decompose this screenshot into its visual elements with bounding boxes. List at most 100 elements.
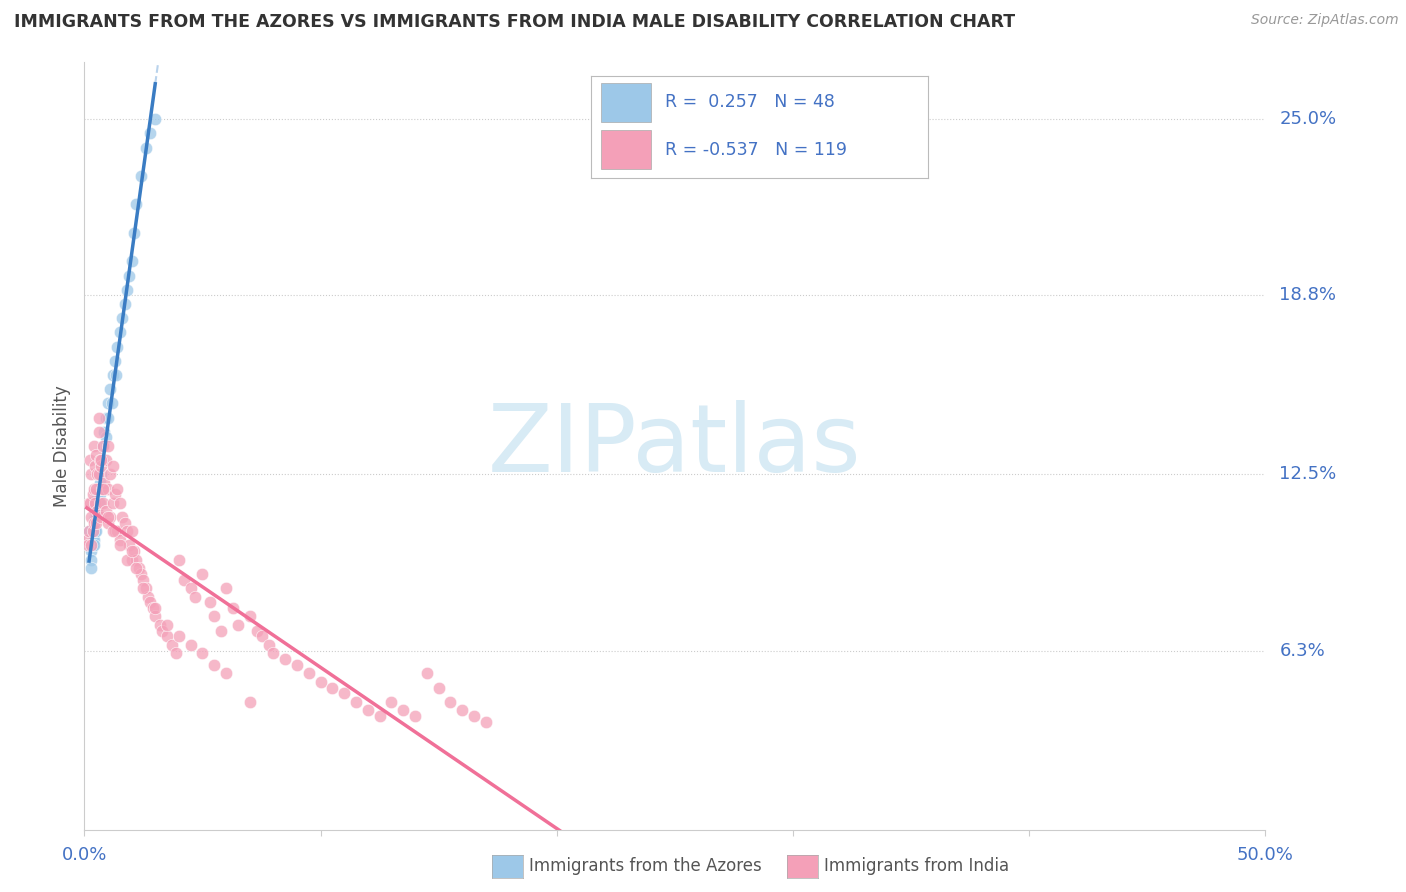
Point bbox=[98, 510, 121, 524]
Point bbox=[368, 709, 391, 723]
Point bbox=[191, 647, 214, 661]
Text: 18.8%: 18.8% bbox=[1279, 286, 1336, 304]
Point bbox=[84, 510, 107, 524]
Point bbox=[80, 552, 103, 566]
Point bbox=[143, 601, 166, 615]
Point bbox=[125, 561, 148, 575]
Point bbox=[180, 638, 202, 652]
Point bbox=[97, 482, 120, 496]
Point bbox=[136, 590, 159, 604]
Point bbox=[246, 624, 269, 638]
Point bbox=[121, 544, 143, 558]
Point bbox=[91, 482, 114, 496]
Point bbox=[285, 657, 308, 672]
Point bbox=[416, 666, 439, 681]
Point bbox=[79, 538, 101, 552]
Point bbox=[111, 510, 134, 524]
Point bbox=[87, 482, 110, 496]
Point bbox=[91, 439, 114, 453]
Point bbox=[89, 475, 111, 490]
Point bbox=[107, 482, 129, 496]
Point bbox=[89, 453, 111, 467]
Point bbox=[108, 496, 131, 510]
Point bbox=[104, 524, 127, 539]
Point bbox=[84, 482, 107, 496]
Point bbox=[97, 410, 120, 425]
Point bbox=[86, 467, 108, 482]
Point bbox=[77, 496, 100, 510]
Point bbox=[142, 601, 165, 615]
Point bbox=[83, 482, 105, 496]
Text: 50.0%: 50.0% bbox=[1237, 847, 1294, 864]
Point bbox=[101, 458, 124, 473]
Point bbox=[180, 581, 202, 595]
Point bbox=[86, 504, 108, 518]
Point bbox=[97, 396, 120, 410]
Point bbox=[86, 504, 108, 518]
Text: 25.0%: 25.0% bbox=[1279, 111, 1337, 128]
Point bbox=[129, 566, 152, 581]
Point bbox=[77, 524, 100, 539]
Point bbox=[167, 552, 190, 566]
Point bbox=[107, 524, 129, 539]
Point bbox=[105, 368, 128, 382]
Text: IMMIGRANTS FROM THE AZORES VS IMMIGRANTS FROM INDIA MALE DISABILITY CORRELATION : IMMIGRANTS FROM THE AZORES VS IMMIGRANTS… bbox=[14, 13, 1015, 31]
Point bbox=[77, 524, 100, 539]
Text: Immigrants from the Azores: Immigrants from the Azores bbox=[529, 857, 762, 875]
Text: 0.0%: 0.0% bbox=[62, 847, 107, 864]
Point bbox=[475, 714, 498, 729]
Point bbox=[108, 538, 131, 552]
Point bbox=[80, 538, 103, 552]
Text: ZIPatlas: ZIPatlas bbox=[488, 400, 862, 492]
Point bbox=[93, 475, 115, 490]
Point bbox=[84, 524, 107, 539]
Point bbox=[156, 618, 179, 632]
Text: 6.3%: 6.3% bbox=[1279, 641, 1324, 659]
Point bbox=[121, 552, 143, 566]
Point bbox=[87, 425, 110, 439]
Point bbox=[94, 453, 117, 467]
Point bbox=[90, 458, 112, 473]
Point bbox=[149, 618, 172, 632]
Point bbox=[262, 647, 284, 661]
Point bbox=[321, 681, 343, 695]
Point bbox=[143, 112, 166, 127]
Point bbox=[80, 544, 103, 558]
Point bbox=[82, 538, 104, 552]
Point bbox=[104, 487, 127, 501]
Point bbox=[439, 695, 461, 709]
Point bbox=[198, 595, 221, 609]
Point bbox=[209, 624, 232, 638]
Point bbox=[143, 609, 166, 624]
Point bbox=[215, 666, 238, 681]
Point bbox=[90, 453, 112, 467]
Point bbox=[93, 425, 115, 439]
Point bbox=[101, 496, 124, 510]
Point bbox=[139, 595, 162, 609]
Point bbox=[82, 487, 104, 501]
Point bbox=[463, 709, 485, 723]
Point bbox=[89, 496, 111, 510]
Point bbox=[97, 510, 120, 524]
Point bbox=[84, 458, 107, 473]
Point bbox=[108, 326, 131, 340]
Point bbox=[392, 703, 415, 717]
Point bbox=[139, 127, 162, 141]
Point bbox=[184, 590, 207, 604]
Point bbox=[118, 538, 141, 552]
Point bbox=[166, 647, 188, 661]
Text: R = -0.537   N = 119: R = -0.537 N = 119 bbox=[665, 141, 846, 159]
Point bbox=[84, 510, 107, 524]
Point bbox=[121, 524, 143, 539]
Point bbox=[87, 410, 110, 425]
Point bbox=[90, 482, 112, 496]
Point bbox=[82, 524, 104, 539]
Point bbox=[86, 487, 108, 501]
Point bbox=[91, 453, 114, 467]
Point bbox=[80, 467, 103, 482]
Point bbox=[115, 524, 138, 539]
Point bbox=[226, 618, 249, 632]
Point bbox=[83, 524, 105, 539]
Point bbox=[98, 467, 121, 482]
Point bbox=[239, 609, 262, 624]
